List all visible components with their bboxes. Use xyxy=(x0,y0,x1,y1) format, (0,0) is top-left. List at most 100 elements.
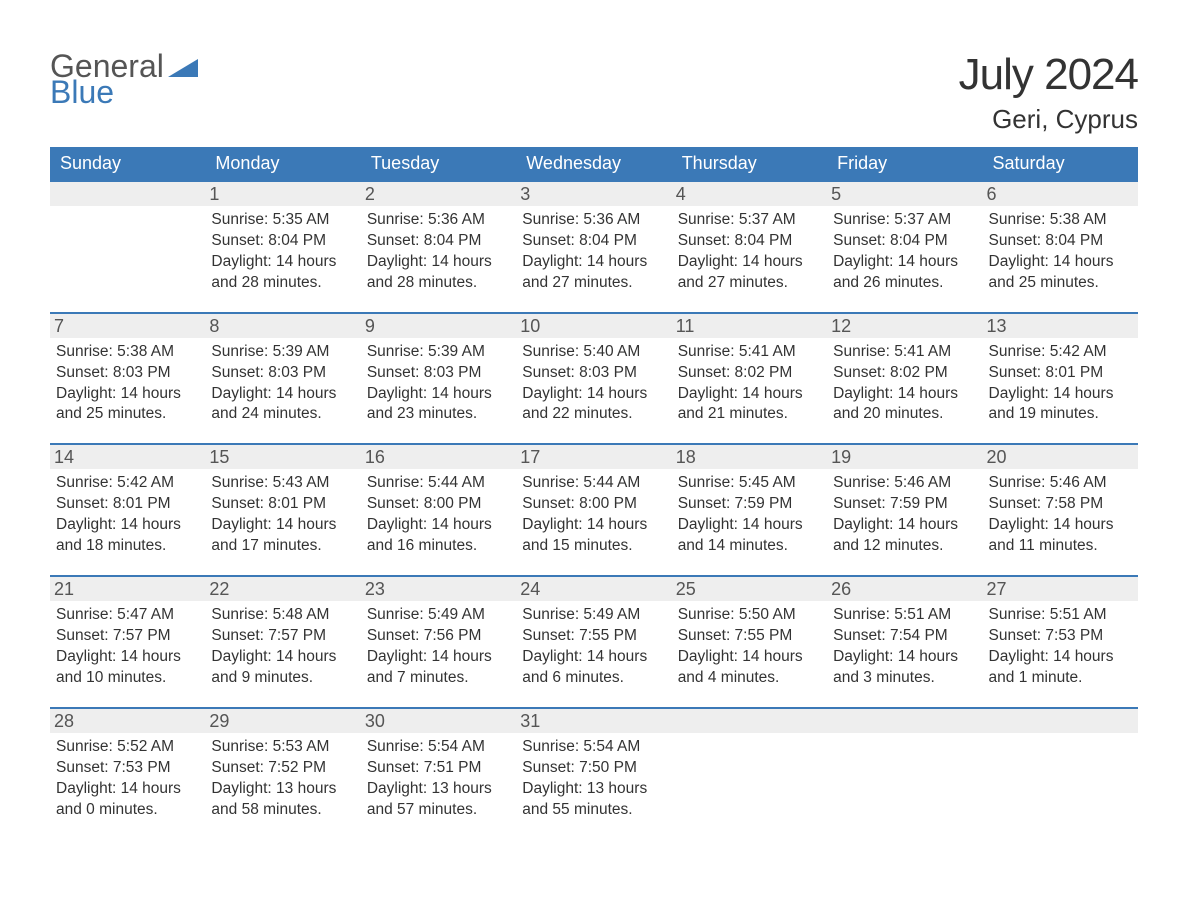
daylight2-text: and 28 minutes. xyxy=(211,273,354,294)
daylight1-text: Daylight: 14 hours xyxy=(211,384,354,405)
day-cell xyxy=(672,708,827,839)
day-number: 26 xyxy=(827,577,982,601)
sunset-text: Sunset: 7:59 PM xyxy=(833,494,976,515)
logo: General Blue xyxy=(50,50,198,108)
daylight2-text: and 10 minutes. xyxy=(56,668,199,689)
sunrise-text: Sunrise: 5:49 AM xyxy=(522,605,665,626)
day-cell: 5Sunrise: 5:37 AMSunset: 8:04 PMDaylight… xyxy=(827,181,982,313)
day-number: 27 xyxy=(983,577,1138,601)
day-cell: 10Sunrise: 5:40 AMSunset: 8:03 PMDayligh… xyxy=(516,313,671,445)
daylight1-text: Daylight: 13 hours xyxy=(367,779,510,800)
daylight1-text: Daylight: 14 hours xyxy=(989,515,1132,536)
day-number: 8 xyxy=(205,314,360,338)
day-cell: 15 Sunrise: 5:43 AMSunset: 8:01 PMDayligh… xyxy=(205,444,360,576)
sunrise-text: Sunrise: 5:46 AM xyxy=(833,473,976,494)
day-details: Sunrise: 5:35 AMSunset: 8:04 PMDaylight:… xyxy=(211,210,354,294)
location: Geri, Cyprus xyxy=(959,104,1138,135)
sunrise-text: Sunrise: 5:40 AM xyxy=(522,342,665,363)
day-cell: 30Sunrise: 5:54 AMSunset: 7:51 PMDayligh… xyxy=(361,708,516,839)
sunrise-text: Sunrise: 5:53 AM xyxy=(211,737,354,758)
sunset-text: Sunset: 7:58 PM xyxy=(989,494,1132,515)
logo-triangle-icon xyxy=(168,59,198,77)
sunset-text: Sunset: 7:56 PM xyxy=(367,626,510,647)
sunset-text: Sunset: 7:51 PM xyxy=(367,758,510,779)
sunrise-text: Sunrise: 5:48 AM xyxy=(211,605,354,626)
daylight2-text: and 4 minutes. xyxy=(678,668,821,689)
daylight1-text: Daylight: 14 hours xyxy=(522,647,665,668)
sunset-text: Sunset: 8:01 PM xyxy=(989,363,1132,384)
day-cell: 7Sunrise: 5:38 AMSunset: 8:03 PMDaylight… xyxy=(50,313,205,445)
sunrise-text: Sunrise: 5:36 AM xyxy=(367,210,510,231)
sunset-text: Sunset: 7:52 PM xyxy=(211,758,354,779)
daylight2-text: and 9 minutes. xyxy=(211,668,354,689)
daylight2-text: and 7 minutes. xyxy=(367,668,510,689)
daylight2-text: and 27 minutes. xyxy=(522,273,665,294)
daylight1-text: Daylight: 14 hours xyxy=(989,252,1132,273)
daylight1-text: Daylight: 14 hours xyxy=(367,515,510,536)
sunset-text: Sunset: 8:01 PM xyxy=(211,494,354,515)
day-details: Sunrise: 5:36 AMSunset: 8:04 PMDaylight:… xyxy=(367,210,510,294)
sunset-text: Sunset: 7:57 PM xyxy=(211,626,354,647)
sunrise-text: Sunrise: 5:37 AM xyxy=(678,210,821,231)
day-header: Friday xyxy=(827,147,982,181)
day-cell: 3Sunrise: 5:36 AMSunset: 8:04 PMDaylight… xyxy=(516,181,671,313)
daylight1-text: Daylight: 14 hours xyxy=(211,515,354,536)
sunrise-text: Sunrise: 5:36 AM xyxy=(522,210,665,231)
sunset-text: Sunset: 8:03 PM xyxy=(211,363,354,384)
day-number: 15 xyxy=(205,445,360,469)
daylight2-text: and 25 minutes. xyxy=(989,273,1132,294)
day-details: Sunrise: 5:44 AMSunset: 8:00 PMDaylight:… xyxy=(522,473,665,557)
day-cell: 13Sunrise: 5:42 AMSunset: 8:01 PMDayligh… xyxy=(983,313,1138,445)
daylight1-text: Daylight: 14 hours xyxy=(678,384,821,405)
day-number: 4 xyxy=(672,182,827,206)
day-details: Sunrise: 5:53 AMSunset: 7:52 PMDaylight:… xyxy=(211,737,354,821)
day-number: 1 xyxy=(205,182,360,206)
daylight2-text: and 26 minutes. xyxy=(833,273,976,294)
day-cell xyxy=(50,181,205,313)
day-details: Sunrise: 5:50 AMSunset: 7:55 PMDaylight:… xyxy=(678,605,821,689)
day-details: Sunrise: 5:47 AMSunset: 7:57 PMDaylight:… xyxy=(56,605,199,689)
day-header: Thursday xyxy=(672,147,827,181)
daylight1-text: Daylight: 14 hours xyxy=(833,647,976,668)
daylight2-text: and 20 minutes. xyxy=(833,404,976,425)
day-cell: 22Sunrise: 5:48 AMSunset: 7:57 PMDayligh… xyxy=(205,576,360,708)
sunset-text: Sunset: 8:04 PM xyxy=(678,231,821,252)
daylight2-text: and 16 minutes. xyxy=(367,536,510,557)
daylight2-text: and 18 minutes. xyxy=(56,536,199,557)
day-cell: 24Sunrise: 5:49 AMSunset: 7:55 PMDayligh… xyxy=(516,576,671,708)
day-cell: 20Sunrise: 5:46 AMSunset: 7:58 PMDayligh… xyxy=(983,444,1138,576)
day-cell: 6 Sunrise: 5:38 AMSunset: 8:04 PMDaylight… xyxy=(983,181,1138,313)
day-details: Sunrise: 5:43 AMSunset: 8:01 PMDaylight:… xyxy=(211,473,354,557)
day-number: 6 xyxy=(983,182,1138,206)
daylight2-text: and 21 minutes. xyxy=(678,404,821,425)
day-details: Sunrise: 5:48 AMSunset: 7:57 PMDaylight:… xyxy=(211,605,354,689)
day-number: 23 xyxy=(361,577,516,601)
sunrise-text: Sunrise: 5:47 AM xyxy=(56,605,199,626)
sunrise-text: Sunrise: 5:35 AM xyxy=(211,210,354,231)
daylight2-text: and 58 minutes. xyxy=(211,800,354,821)
sunset-text: Sunset: 8:04 PM xyxy=(522,231,665,252)
day-details: Sunrise: 5:51 AMSunset: 7:54 PMDaylight:… xyxy=(833,605,976,689)
title-block: July 2024 Geri, Cyprus xyxy=(959,50,1138,135)
sunrise-text: Sunrise: 5:41 AM xyxy=(833,342,976,363)
sunset-text: Sunset: 8:01 PM xyxy=(56,494,199,515)
day-number: 5 xyxy=(827,182,982,206)
sunrise-text: Sunrise: 5:51 AM xyxy=(833,605,976,626)
daylight2-text: and 12 minutes. xyxy=(833,536,976,557)
week-row: 1Sunrise: 5:35 AMSunset: 8:04 PMDaylight… xyxy=(50,181,1138,313)
daylight1-text: Daylight: 14 hours xyxy=(56,779,199,800)
daylight2-text: and 1 minute. xyxy=(989,668,1132,689)
day-number: 30 xyxy=(361,709,516,733)
day-details: Sunrise: 5:49 AMSunset: 7:55 PMDaylight:… xyxy=(522,605,665,689)
day-cell: 14Sunrise: 5:42 AMSunset: 8:01 PMDayligh… xyxy=(50,444,205,576)
day-details: Sunrise: 5:49 AMSunset: 7:56 PMDaylight:… xyxy=(367,605,510,689)
sunrise-text: Sunrise: 5:50 AM xyxy=(678,605,821,626)
sunset-text: Sunset: 7:55 PM xyxy=(678,626,821,647)
day-cell: 25Sunrise: 5:50 AMSunset: 7:55 PMDayligh… xyxy=(672,576,827,708)
day-details: Sunrise: 5:38 AMSunset: 8:04 PMDaylight:… xyxy=(989,210,1132,294)
day-number: 10 xyxy=(516,314,671,338)
daylight1-text: Daylight: 14 hours xyxy=(367,384,510,405)
day-number: 9 xyxy=(361,314,516,338)
daylight2-text: and 17 minutes. xyxy=(211,536,354,557)
day-header: Tuesday xyxy=(361,147,516,181)
